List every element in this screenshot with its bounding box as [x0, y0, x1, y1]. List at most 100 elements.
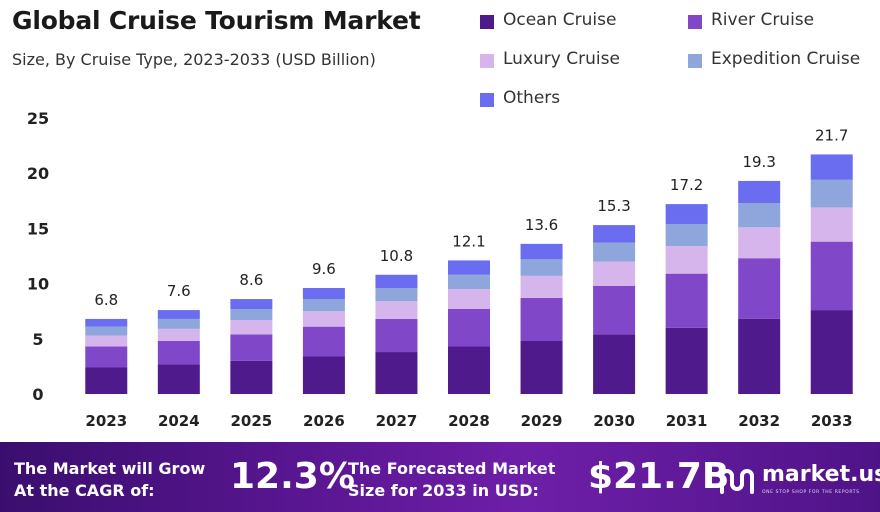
- bar-segment-luxury: [85, 335, 128, 347]
- bar-segment-luxury: [375, 301, 418, 319]
- bar-segment-expedition: [665, 223, 708, 247]
- bar-segment-ocean: [738, 318, 781, 394]
- forecast-value: $21.7B: [588, 456, 730, 497]
- bar-segment-others: [375, 274, 418, 289]
- summary-banner: The Market will Grow At the CAGR of: 12.…: [0, 442, 880, 512]
- bar-segment-ocean: [810, 310, 853, 394]
- bar-segment-others: [593, 225, 636, 243]
- bar-segment-luxury: [593, 261, 636, 286]
- bar-segment-expedition: [520, 259, 563, 276]
- bar-total-label: 15.3: [597, 197, 630, 215]
- bar-total-label: 19.3: [742, 153, 775, 171]
- y-tick-label: 25: [27, 109, 49, 128]
- bar-segment-others: [448, 260, 490, 275]
- bar-segment-others: [810, 154, 853, 180]
- bar-segment-others: [157, 310, 200, 319]
- bar-total-label: 10.8: [380, 247, 413, 265]
- bar-segment-ocean: [520, 341, 563, 394]
- bar-segment-river: [85, 346, 128, 368]
- x-tick-label: 2029: [521, 412, 563, 430]
- bar-segment-river: [302, 326, 345, 357]
- stacked-bar-chart: 05101520256.820237.620248.620259.6202610…: [27, 109, 853, 430]
- bar-total-label: 21.7: [815, 126, 848, 144]
- bar-segment-luxury: [302, 311, 345, 327]
- bar-segment-expedition: [448, 274, 490, 290]
- legend-label-ocean-cruise: Ocean Cruise: [503, 10, 617, 30]
- legend-swatch-expedition-cruise: [688, 54, 702, 68]
- bar-segment-luxury: [157, 328, 200, 342]
- x-tick-label: 2030: [593, 412, 635, 430]
- bar-total-label: 7.6: [167, 282, 191, 300]
- bar-total-label: 8.6: [239, 271, 263, 289]
- bar-segment-expedition: [810, 179, 853, 208]
- x-tick-label: 2027: [376, 412, 418, 430]
- bar-segment-ocean: [593, 334, 636, 394]
- bar-segment-expedition: [157, 318, 200, 329]
- bar-total-label: 13.6: [525, 216, 558, 234]
- bar-segment-ocean: [448, 346, 490, 394]
- chart-subtitle: Size, By Cruise Type, 2023-2033 (USD Bil…: [12, 50, 376, 69]
- bar-total-label: 12.1: [452, 232, 485, 250]
- bar-segment-luxury: [230, 320, 273, 335]
- bar-segment-luxury: [738, 227, 781, 259]
- bar-total-label: 17.2: [670, 176, 703, 194]
- bar-segment-expedition: [738, 203, 781, 228]
- bar-segment-ocean: [302, 356, 345, 394]
- x-tick-label: 2028: [448, 412, 490, 430]
- legend-swatch-river-cruise: [688, 15, 702, 29]
- x-tick-label: 2032: [738, 412, 780, 430]
- x-tick-label: 2033: [811, 412, 853, 430]
- chart-title: Global Cruise Tourism Market: [12, 6, 421, 35]
- bar-segment-others: [520, 243, 563, 260]
- bar-segment-expedition: [85, 326, 128, 336]
- bar-segment-ocean: [375, 352, 418, 394]
- bar-segment-river: [520, 297, 563, 342]
- legend-label-luxury-cruise: Luxury Cruise: [503, 49, 620, 69]
- brand-tagline: ONE STOP SHOP FOR THE REPORTS: [762, 490, 860, 495]
- bar-segment-luxury: [665, 246, 708, 274]
- bar-segment-expedition: [230, 308, 273, 321]
- x-tick-label: 2024: [158, 412, 200, 430]
- bar-segment-others: [302, 288, 345, 300]
- brand-name: market.us: [762, 462, 880, 487]
- bar-segment-expedition: [593, 242, 636, 262]
- cagr-value: 12.3%: [230, 456, 355, 497]
- bar-segment-river: [448, 308, 490, 347]
- y-tick-label: 10: [27, 275, 49, 294]
- bar-segment-ocean: [85, 367, 128, 394]
- x-tick-label: 2026: [303, 412, 345, 430]
- legend-label-expedition-cruise: Expedition Cruise: [711, 49, 861, 69]
- legend-label-river-cruise: River Cruise: [711, 10, 815, 30]
- bar-segment-river: [810, 241, 853, 311]
- brand-logo: market.us ONE STOP SHOP FOR THE REPORTS: [718, 462, 880, 502]
- bar-segment-river: [665, 273, 708, 328]
- bar-segment-ocean: [157, 364, 200, 394]
- bar-segment-others: [85, 318, 128, 327]
- legend-label-others: Others: [503, 88, 561, 108]
- bar-segment-others: [230, 299, 273, 309]
- y-tick-label: 20: [27, 164, 49, 183]
- bar-segment-expedition: [302, 299, 345, 312]
- y-tick-label: 5: [32, 330, 43, 349]
- x-tick-label: 2031: [666, 412, 708, 430]
- legend-swatch-others: [480, 93, 494, 107]
- bar-segment-ocean: [230, 360, 273, 394]
- bar-segment-river: [375, 318, 418, 353]
- legend: Ocean Cruise River Cruise Luxury Cruise …: [0, 0, 880, 120]
- bar-segment-luxury: [448, 289, 490, 309]
- x-tick-label: 2023: [85, 412, 127, 430]
- bar-segment-luxury: [810, 207, 853, 242]
- legend-swatch-luxury-cruise: [480, 54, 494, 68]
- cagr-label: The Market will Grow At the CAGR of:: [14, 459, 206, 500]
- bar-total-label: 9.6: [312, 260, 336, 278]
- bar-total-label: 6.8: [94, 291, 118, 309]
- bar-segment-luxury: [520, 275, 563, 298]
- legend-swatch-ocean-cruise: [480, 15, 494, 29]
- bar-segment-river: [593, 285, 636, 335]
- forecast-label: The Forecasted Market Size for 2033 in U…: [348, 459, 556, 500]
- market-us-logo-icon: [720, 469, 754, 494]
- bar-segment-expedition: [375, 288, 418, 302]
- x-tick-label: 2025: [230, 412, 272, 430]
- bar-segment-ocean: [665, 327, 708, 394]
- bar-segment-river: [738, 258, 781, 319]
